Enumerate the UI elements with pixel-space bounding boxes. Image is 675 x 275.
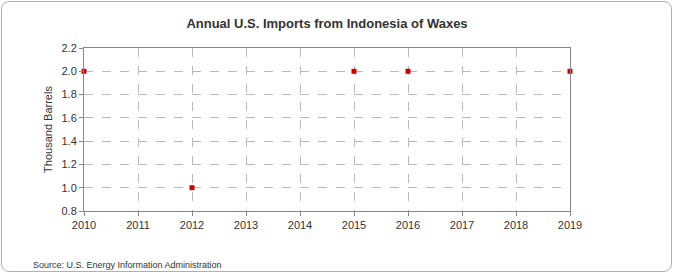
svg-text:Thousand Barrels: Thousand Barrels [42,86,54,173]
svg-text:2011: 2011 [126,219,150,231]
svg-text:2010: 2010 [72,219,96,231]
svg-text:2.2: 2.2 [62,42,77,54]
svg-text:2014: 2014 [288,219,312,231]
svg-text:1.8: 1.8 [62,88,77,100]
svg-text:1.2: 1.2 [62,158,77,170]
svg-text:2.0: 2.0 [62,65,77,77]
svg-text:1.0: 1.0 [62,182,77,194]
svg-text:2016: 2016 [396,219,420,231]
svg-text:2013: 2013 [234,219,258,231]
svg-text:2015: 2015 [342,219,366,231]
svg-text:2012: 2012 [180,219,204,231]
svg-text:2018: 2018 [504,219,528,231]
svg-text:1.6: 1.6 [62,112,77,124]
svg-text:2017: 2017 [450,219,474,231]
svg-text:2019: 2019 [558,219,582,231]
svg-text:Source: U.S. Energy Informatio: Source: U.S. Energy Information Administ… [33,260,222,270]
svg-text:0.8: 0.8 [62,205,77,217]
svg-text:Annual U.S. Imports from Indon: Annual U.S. Imports from Indonesia of Wa… [186,16,467,31]
svg-text:1.4: 1.4 [62,135,77,147]
